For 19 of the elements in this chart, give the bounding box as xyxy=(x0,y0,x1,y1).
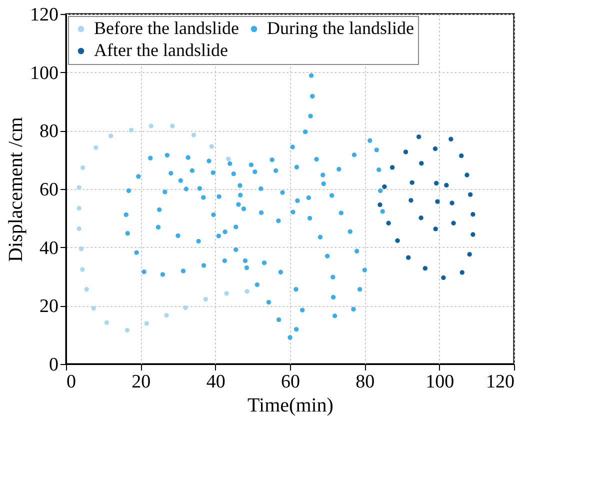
x-tick-label: 60 xyxy=(281,372,300,392)
y-tick-label: 120 xyxy=(30,4,58,26)
legend-label: After the landslide xyxy=(94,40,228,60)
legend-label: During the landslide xyxy=(267,18,414,38)
x-axis-title: Time(min) xyxy=(248,394,334,416)
x-tick-label: 100 xyxy=(426,372,454,392)
x-tick-label: 20 xyxy=(132,372,151,392)
x-tick-label: 120 xyxy=(486,372,514,392)
x-tick-label: 0 xyxy=(66,372,76,392)
x-tick-label: 40 xyxy=(206,372,226,392)
x-tick-label: 80 xyxy=(356,372,375,392)
y-tick-label: 0 xyxy=(49,354,58,376)
y-tick-label: 20 xyxy=(40,296,58,318)
y-tick-label: 100 xyxy=(30,62,58,84)
y-tick-label: 40 xyxy=(40,238,58,259)
y-tick-label: 60 xyxy=(40,180,58,200)
y-tick-label: 80 xyxy=(40,121,58,142)
y-axis-title: Displacement /cm xyxy=(5,116,27,262)
legend-label: Before the landslide xyxy=(94,18,239,38)
